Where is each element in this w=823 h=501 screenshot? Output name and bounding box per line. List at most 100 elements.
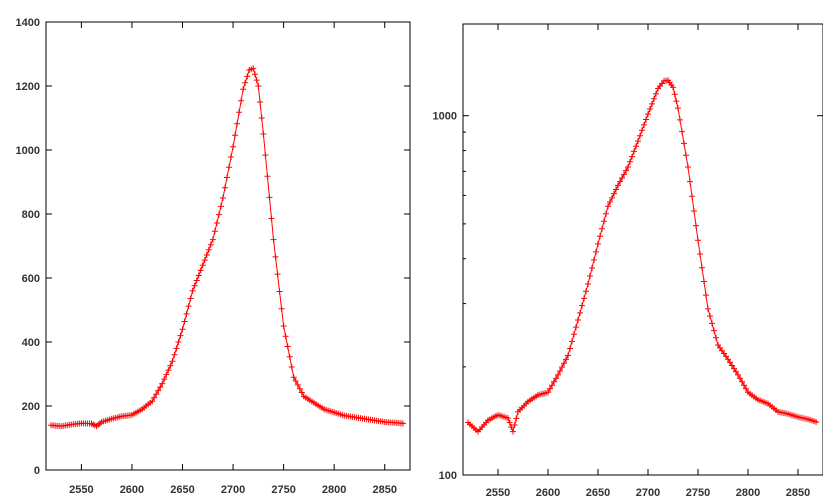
data-point <box>159 380 166 387</box>
data-point <box>244 73 251 80</box>
x-tick-label: 2650 <box>170 484 194 496</box>
data-point <box>623 167 629 174</box>
data-point <box>278 305 285 312</box>
y-tick-label: 1000 <box>16 145 40 157</box>
data-point <box>619 175 625 182</box>
data-point <box>577 309 583 316</box>
data-point <box>587 273 593 280</box>
data-point <box>153 391 160 398</box>
data-point <box>627 158 633 165</box>
data-point <box>683 152 689 159</box>
data-point <box>203 251 210 258</box>
series-1 <box>48 65 406 430</box>
data-point <box>191 282 198 289</box>
data-point <box>641 121 647 128</box>
data-point <box>635 138 641 145</box>
data-point <box>725 356 731 363</box>
data-point <box>253 77 260 84</box>
data-point <box>589 264 595 271</box>
data-point <box>292 378 299 385</box>
data-point <box>617 178 623 185</box>
data-point <box>595 240 601 247</box>
data-point <box>258 115 265 121</box>
data-point <box>161 376 168 383</box>
data-point <box>399 420 406 427</box>
data-point <box>223 174 230 181</box>
data-point <box>813 418 819 425</box>
data-point <box>727 359 733 366</box>
data-point <box>551 378 557 385</box>
data-point <box>673 98 680 105</box>
data-point <box>631 148 637 155</box>
y-tick-label: 100 <box>439 470 457 482</box>
data-point <box>179 326 186 333</box>
data-point <box>597 233 603 240</box>
data-point <box>274 271 281 278</box>
data-point <box>609 194 615 201</box>
data-point <box>201 257 208 264</box>
data-point <box>232 132 239 139</box>
data-point <box>185 303 192 310</box>
data-point <box>511 422 518 429</box>
data-point <box>183 310 190 317</box>
data-point <box>611 190 617 197</box>
data-point <box>230 143 237 150</box>
data-point <box>605 203 611 210</box>
y-tick-label: 400 <box>22 337 40 349</box>
data-point <box>547 385 553 392</box>
data-point <box>284 343 291 350</box>
data-point <box>737 375 743 382</box>
data-point <box>217 203 224 210</box>
data-point <box>649 100 655 107</box>
y-tick-label: 1400 <box>16 17 40 29</box>
data-point <box>187 295 194 302</box>
y-tick-label: 600 <box>22 273 40 285</box>
x-tick-label: 2600 <box>120 484 144 496</box>
data-point <box>251 71 258 78</box>
data-point <box>593 248 599 255</box>
x-tick-label: 2550 <box>69 484 93 496</box>
data-point <box>195 272 202 279</box>
data-point <box>599 225 605 232</box>
data-point <box>581 295 587 302</box>
data-point <box>647 106 653 113</box>
data-point <box>268 215 275 222</box>
data-point <box>272 253 279 260</box>
data-point <box>240 86 247 93</box>
x-tick-label: 2850 <box>372 484 396 496</box>
data-point <box>260 131 267 137</box>
data-point <box>645 111 651 118</box>
data-point <box>739 378 745 385</box>
data-point <box>561 360 567 367</box>
data-point <box>585 281 591 288</box>
data-point <box>621 171 627 178</box>
x-tick-label: 2800 <box>736 487 760 499</box>
x-tick-label: 2750 <box>686 487 710 499</box>
data-point <box>693 222 699 229</box>
data-point <box>733 368 739 375</box>
data-point <box>703 292 709 299</box>
data-point <box>731 365 737 372</box>
data-point <box>236 109 243 116</box>
y-tick-label: 0 <box>34 465 40 477</box>
data-point <box>565 352 571 359</box>
data-point <box>167 362 174 369</box>
chart-panel-1: 2550 2600 2650 2700 2750 2800 2850 0 200 400 600 80… <box>16 17 411 496</box>
data-point <box>735 371 741 378</box>
data-point <box>563 356 569 363</box>
data-point <box>215 211 222 218</box>
data-point <box>181 318 188 325</box>
data-point <box>639 127 645 134</box>
data-point <box>255 83 262 89</box>
data-point <box>173 345 180 352</box>
data-point <box>613 186 619 193</box>
data-point <box>681 140 687 147</box>
data-point <box>234 120 241 127</box>
data-point <box>282 333 289 340</box>
data-point <box>709 320 715 327</box>
data-point <box>171 351 178 358</box>
data-point <box>209 236 216 243</box>
data-point <box>707 313 713 320</box>
series-line <box>51 67 405 427</box>
